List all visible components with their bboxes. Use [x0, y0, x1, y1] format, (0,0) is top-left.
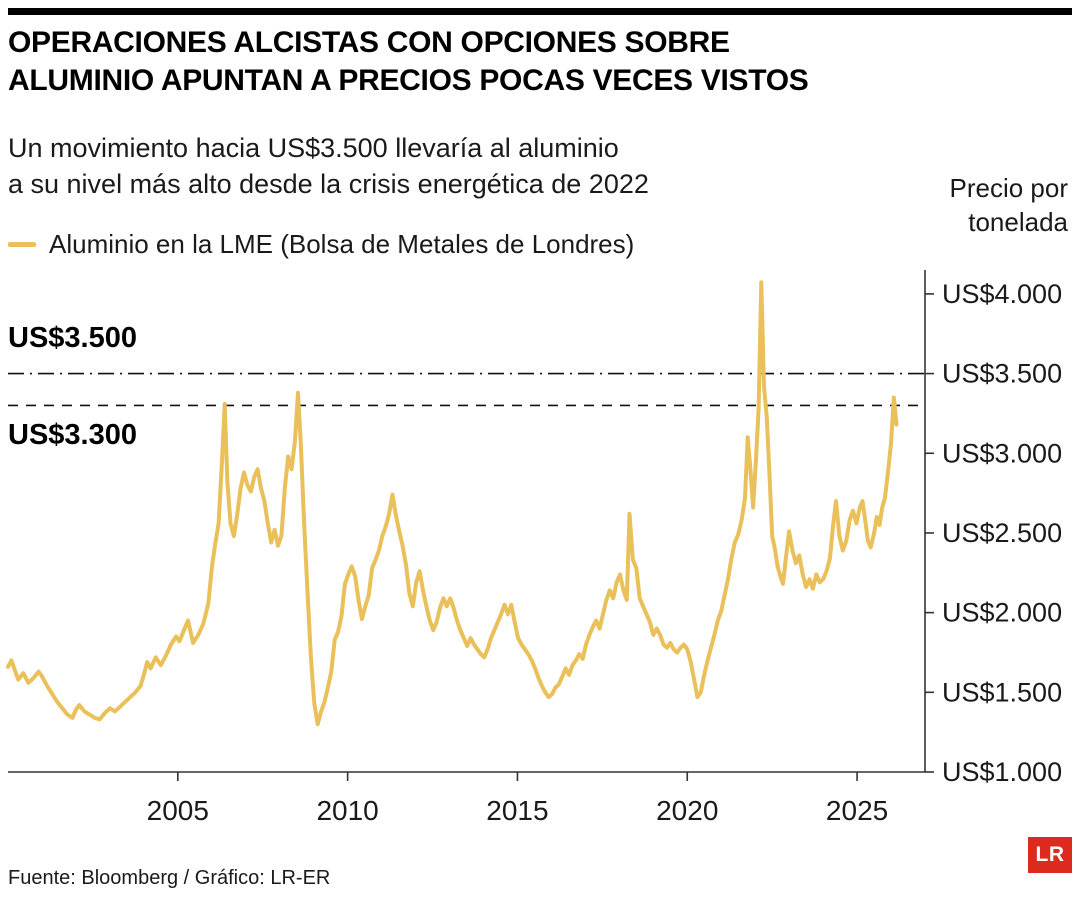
x-tick-label: 2020 [656, 795, 718, 826]
x-tick-label: 2015 [486, 795, 548, 826]
price-line [6, 280, 899, 727]
y-tick-label: US$2.500 [942, 518, 1062, 548]
y-tick-label: US$1.500 [942, 677, 1062, 707]
ref-line-label-3300: US$3.300 [8, 419, 137, 452]
x-tick-label: 2010 [316, 795, 378, 826]
lr-logo-text: LR [1035, 843, 1065, 866]
legend-line-swatch [8, 241, 36, 247]
y-tick-label: US$1.000 [942, 757, 1062, 787]
legend-label: Aluminio en la LME (Bolsa de Metales de … [49, 228, 635, 259]
lr-logo: LR [1028, 837, 1072, 873]
x-tick-label: 2005 [147, 795, 209, 826]
y-tick-label: US$3.000 [942, 438, 1062, 468]
legend: Aluminio en la LME (Bolsa de Metales de … [8, 227, 634, 261]
x-tick-label: 2025 [826, 795, 888, 826]
y-axis-unit-label: Precio por tonelada [949, 173, 1069, 237]
top-rule [8, 8, 1072, 15]
page-title: OPERACIONES ALCISTAS CON OPCIONES SOBRE … [8, 26, 809, 97]
y-tick-label: US$2.000 [942, 598, 1062, 628]
y-tick-label: US$3.500 [942, 359, 1062, 389]
y-tick-label: US$4.000 [942, 279, 1062, 309]
subtitle: Un movimiento hacia US$3.500 llevaría al… [8, 133, 649, 199]
ref-line-label-3500: US$3.500 [8, 321, 137, 354]
source-credit: Fuente: Bloomberg / Gráfico: LR-ER [8, 867, 331, 889]
